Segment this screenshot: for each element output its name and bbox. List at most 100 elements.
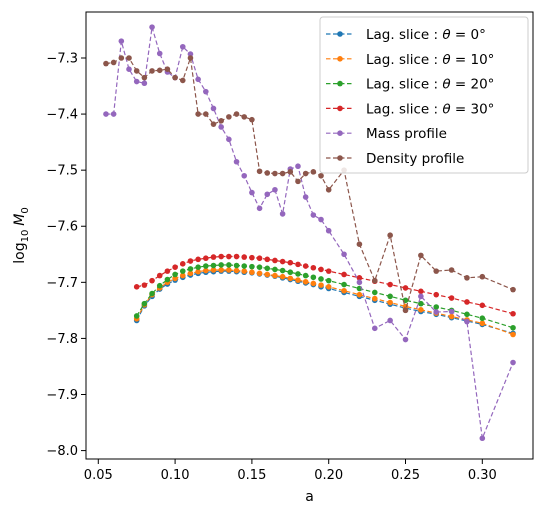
data-point	[433, 309, 440, 315]
x-tick-label: 0.10	[161, 468, 190, 483]
y-tick-label: −7.4	[46, 108, 78, 123]
data-point	[195, 268, 201, 275]
legend-box	[319, 16, 529, 174]
data-point	[272, 272, 278, 279]
data-point	[318, 276, 324, 282]
y-tick-label: −7.3	[46, 51, 78, 66]
data-point	[264, 265, 271, 272]
data-point	[249, 269, 255, 276]
data-point	[371, 325, 378, 332]
legend-label-prefix: Lag. slice :	[366, 101, 442, 117]
data-point	[371, 289, 378, 296]
data-point	[387, 293, 393, 300]
data-point	[325, 277, 332, 284]
data-point	[218, 118, 224, 124]
x-axis-label: a	[305, 489, 314, 505]
data-point	[203, 263, 209, 269]
data-point	[387, 299, 393, 306]
data-point	[302, 170, 309, 177]
data-point	[226, 136, 232, 143]
data-point	[249, 116, 255, 123]
data-point	[141, 80, 148, 87]
data-point	[302, 272, 309, 279]
data-point	[418, 307, 424, 313]
data-point	[310, 264, 317, 271]
data-point	[295, 178, 301, 185]
legend-swatch-marker	[337, 56, 343, 62]
data-point	[310, 212, 317, 218]
data-point	[272, 266, 278, 273]
y-axis-label: log10 M0	[12, 207, 31, 264]
x-tick-label: 0.05	[84, 468, 113, 483]
data-point	[448, 308, 455, 315]
data-point	[510, 359, 516, 366]
data-point	[448, 267, 455, 273]
legend-label: Lag. slice : θ = 20°	[366, 77, 494, 93]
data-point	[418, 252, 424, 259]
data-point	[172, 264, 178, 270]
data-point	[164, 268, 171, 274]
data-point	[464, 299, 470, 305]
data-point	[356, 241, 363, 247]
data-point	[356, 291, 363, 298]
data-point	[126, 66, 132, 73]
data-point	[118, 55, 125, 61]
data-point	[256, 264, 263, 270]
data-point	[318, 172, 324, 179]
data-point	[103, 60, 109, 67]
legend-label-prefix: Lag. slice :	[366, 77, 442, 93]
data-point	[464, 275, 470, 281]
y-axis-label-var: M	[12, 214, 28, 226]
x-tick-label: 0.15	[237, 468, 266, 483]
legend-swatch-marker	[337, 105, 343, 112]
legend-label: Density profile	[366, 151, 464, 167]
data-point	[210, 105, 217, 112]
data-point	[510, 331, 516, 338]
data-point	[402, 336, 409, 343]
data-point	[149, 277, 155, 284]
data-point	[287, 169, 294, 175]
axes-layer: 0.05 0.10 0.15 0.20 0.25 0.30 −8.0 −7.9 −7.8 −7.7…	[46, 51, 496, 483]
data-point	[233, 253, 240, 260]
data-point	[279, 267, 286, 274]
data-point	[218, 267, 224, 273]
data-point	[433, 304, 440, 310]
legend-swatch-marker	[337, 80, 343, 87]
legend-label: Lag. slice : θ = 10°	[366, 52, 494, 68]
data-point	[226, 253, 232, 260]
data-point	[310, 280, 317, 287]
data-point	[133, 313, 140, 319]
data-point	[149, 24, 155, 30]
data-point	[302, 278, 309, 285]
data-point	[203, 88, 209, 95]
legend-swatch-marker	[337, 130, 343, 136]
data-point	[118, 38, 125, 44]
data-point	[179, 77, 186, 84]
data-point	[187, 258, 194, 264]
data-point	[295, 277, 301, 283]
legend-label-prefix: Lag. slice :	[366, 27, 442, 43]
data-point	[179, 43, 186, 50]
data-point	[241, 268, 248, 274]
data-point	[226, 262, 232, 268]
data-point	[233, 267, 240, 274]
data-point	[464, 311, 470, 318]
data-point	[318, 282, 324, 288]
data-point	[318, 266, 324, 273]
y-axis-label-base: log	[12, 242, 28, 263]
data-point	[356, 279, 363, 286]
data-point	[479, 273, 486, 280]
series-group	[133, 262, 516, 331]
legend-item: Density profile	[326, 151, 464, 167]
data-point	[241, 114, 248, 120]
data-point	[110, 111, 117, 117]
data-point	[195, 111, 201, 117]
data-point	[256, 168, 263, 175]
data-point	[226, 114, 232, 120]
data-point	[433, 291, 440, 298]
data-point	[287, 275, 294, 282]
data-point	[402, 307, 409, 314]
data-point	[325, 268, 332, 274]
legend-label-rest: = 30°	[451, 101, 495, 117]
legend: Lag. slice : θ = 0°Lag. slice : θ = 10°L…	[319, 16, 529, 174]
